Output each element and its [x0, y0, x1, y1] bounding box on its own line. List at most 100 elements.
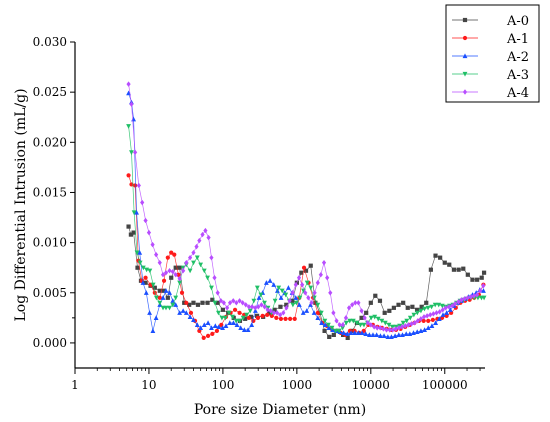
data-point	[279, 288, 285, 294]
series-a-4	[126, 81, 486, 333]
data-point	[378, 333, 383, 339]
data-point	[222, 315, 228, 321]
data-point	[447, 262, 452, 267]
legend-swatch-marker	[462, 71, 468, 77]
data-point	[419, 304, 424, 309]
data-point	[432, 302, 438, 308]
data-point	[274, 315, 279, 320]
data-point	[303, 290, 308, 296]
data-point	[177, 310, 183, 315]
data-point	[134, 209, 139, 215]
data-point	[221, 300, 226, 306]
data-point	[215, 300, 220, 305]
data-point	[161, 278, 167, 283]
data-point	[407, 331, 413, 336]
y-tick-label: 0.005	[33, 286, 67, 300]
data-point	[278, 312, 283, 318]
data-point	[440, 312, 446, 317]
data-point	[167, 305, 172, 311]
data-point	[428, 267, 433, 272]
data-point	[231, 320, 236, 325]
data-point	[163, 288, 169, 293]
data-point	[131, 230, 136, 235]
data-point	[248, 314, 254, 319]
data-point	[143, 275, 148, 280]
data-point	[390, 327, 395, 333]
y-tick-label: 0.030	[33, 35, 67, 49]
data-point	[300, 282, 305, 288]
data-point	[414, 307, 420, 312]
data-point	[361, 322, 367, 328]
data-point	[428, 312, 433, 318]
data-point	[382, 320, 388, 326]
data-point	[377, 298, 383, 303]
data-point	[287, 298, 292, 304]
data-point	[374, 332, 380, 337]
data-point	[157, 300, 163, 306]
data-point	[340, 322, 345, 328]
data-point	[412, 320, 417, 326]
data-point	[136, 182, 141, 189]
data-point	[237, 310, 242, 315]
data-point	[317, 310, 323, 315]
data-point	[392, 333, 398, 339]
data-point	[304, 280, 310, 286]
data-point	[446, 304, 452, 310]
data-point	[167, 268, 172, 274]
data-point	[243, 302, 248, 308]
data-point	[288, 316, 293, 321]
data-point	[161, 288, 167, 293]
data-point	[268, 308, 273, 314]
data-point	[308, 285, 314, 291]
data-point	[205, 333, 211, 339]
data-point	[461, 266, 466, 271]
data-point	[437, 309, 442, 315]
data-point	[400, 320, 406, 326]
data-point	[163, 270, 169, 276]
data-point	[387, 308, 392, 313]
data-point	[347, 318, 353, 324]
data-point	[201, 335, 206, 341]
data-point	[271, 282, 277, 287]
data-point	[313, 300, 318, 305]
data-point	[334, 318, 339, 324]
data-point	[415, 318, 420, 324]
data-point	[301, 288, 306, 294]
data-point	[165, 255, 170, 260]
data-point	[245, 327, 251, 332]
data-point	[223, 323, 229, 328]
data-point	[179, 290, 185, 295]
data-point	[290, 298, 295, 303]
data-point	[368, 300, 373, 305]
data-point	[227, 300, 233, 306]
data-point	[396, 332, 402, 337]
y-tick-label: 0.010	[33, 236, 67, 250]
data-point	[433, 320, 439, 325]
data-point	[262, 304, 267, 310]
data-point	[237, 298, 242, 304]
data-point	[263, 280, 269, 285]
data-point	[187, 254, 193, 261]
data-point	[187, 302, 192, 307]
data-point	[434, 310, 439, 316]
data-point	[410, 304, 415, 309]
data-point	[194, 243, 199, 250]
data-point	[368, 322, 373, 328]
data-point	[378, 325, 383, 331]
data-point	[333, 328, 338, 334]
data-point	[319, 320, 324, 325]
data-point	[246, 315, 251, 320]
data-point	[443, 305, 448, 311]
data-point	[201, 322, 207, 327]
data-point	[393, 326, 398, 332]
data-point	[301, 265, 307, 270]
data-point	[403, 331, 409, 336]
data-point	[474, 292, 480, 298]
data-point	[187, 268, 193, 274]
data-point	[418, 316, 423, 322]
data-point	[194, 322, 200, 327]
data-point	[465, 272, 470, 277]
series-a-3	[126, 124, 487, 334]
data-point	[331, 310, 336, 316]
data-point	[325, 275, 330, 281]
